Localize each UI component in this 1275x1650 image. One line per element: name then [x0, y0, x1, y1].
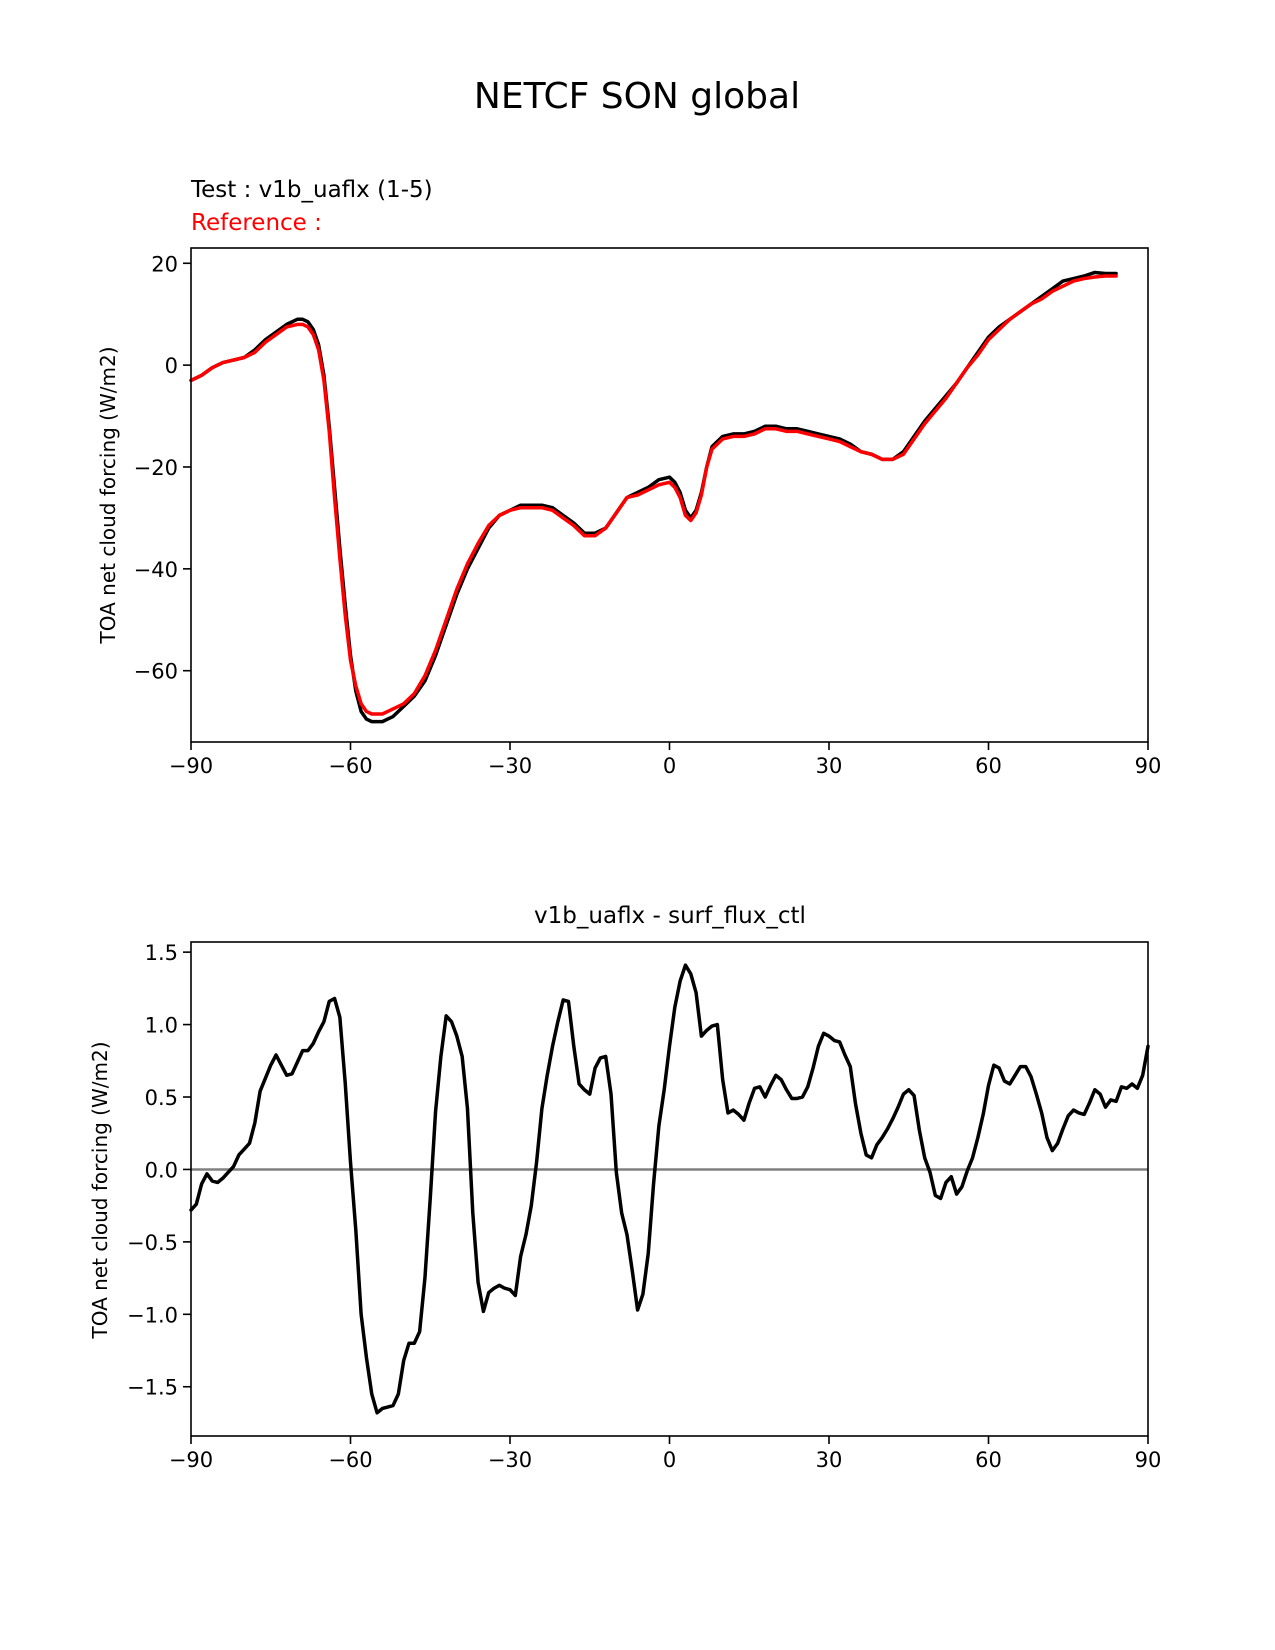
- top-x-tick-label: 60: [975, 754, 1002, 778]
- figure-title: NETCF SON global: [474, 76, 800, 117]
- top-plot-layer: −90 −60 −30 0 30 60 90 20 0 −20 −40 −60: [134, 247, 1162, 778]
- test-label: Test : v1b_uaflx (1-5): [190, 177, 433, 203]
- top-series-line-test: [189, 270, 1118, 724]
- bottom-y-axis-label: TOA net cloud forcing (W/m2): [88, 1041, 112, 1339]
- bottom-y-tick-label: 1.5: [145, 941, 178, 965]
- top-x-tick-label: 0: [663, 754, 676, 778]
- bottom-y-tick-label: −1.0: [127, 1303, 178, 1327]
- bottom-y-tick-label: 1.0: [145, 1014, 178, 1038]
- top-y-tick-label: −40: [134, 558, 178, 582]
- top-x-tick-label: −60: [328, 754, 372, 778]
- top-y-tick-label: −20: [134, 456, 178, 480]
- bottom-plot-layer: −90 −60 −30 0 30 60 90 1.5 1.0 0.5 0.0 −0.5 −1.0 −1.5: [127, 941, 1161, 1472]
- bottom-y-tick-label: 0.0: [145, 1158, 178, 1182]
- top-x-tick-label: 30: [816, 754, 843, 778]
- bottom-x-tick-label: 0: [663, 1448, 676, 1472]
- bottom-y-tick-label: −1.5: [127, 1376, 178, 1400]
- top-y-tick-label: 0: [165, 354, 178, 378]
- bottom-series-line-test: [189, 963, 1150, 1415]
- bottom-y-tick-label: −0.5: [127, 1231, 178, 1255]
- bottom-y-tick-label: 0.5: [145, 1086, 178, 1110]
- bottom-chart-title: v1b_uaflx - surf_flux_ctl: [534, 903, 806, 929]
- top-y-axis-label: TOA net cloud forcing (W/m2): [96, 346, 120, 644]
- top-series-line-reference: [189, 274, 1118, 716]
- bottom-panel: v1b_uaflx - surf_flux_ctl −90 −60 −30 0 30 60…: [88, 903, 1161, 1472]
- bottom-x-tick-label: 90: [1135, 1448, 1162, 1472]
- bottom-x-tick-label: −30: [488, 1448, 532, 1472]
- bottom-x-tick-label: 60: [975, 1448, 1002, 1472]
- bottom-x-tick-label: −90: [169, 1448, 213, 1472]
- top-y-tick-label: −60: [134, 660, 178, 684]
- top-y-tick-label: 20: [151, 252, 178, 276]
- top-x-tick-label: −30: [488, 754, 532, 778]
- top-x-tick-label: −90: [169, 754, 213, 778]
- bottom-axes-frame: [190, 941, 1149, 1437]
- top-panel: Test : v1b_uaflx (1-5) Reference : −90 −6…: [96, 177, 1161, 778]
- bottom-x-tick-label: −60: [328, 1448, 372, 1472]
- bottom-x-tick-label: 30: [816, 1448, 843, 1472]
- top-x-tick-label: 90: [1135, 754, 1162, 778]
- reference-label: Reference :: [191, 210, 322, 236]
